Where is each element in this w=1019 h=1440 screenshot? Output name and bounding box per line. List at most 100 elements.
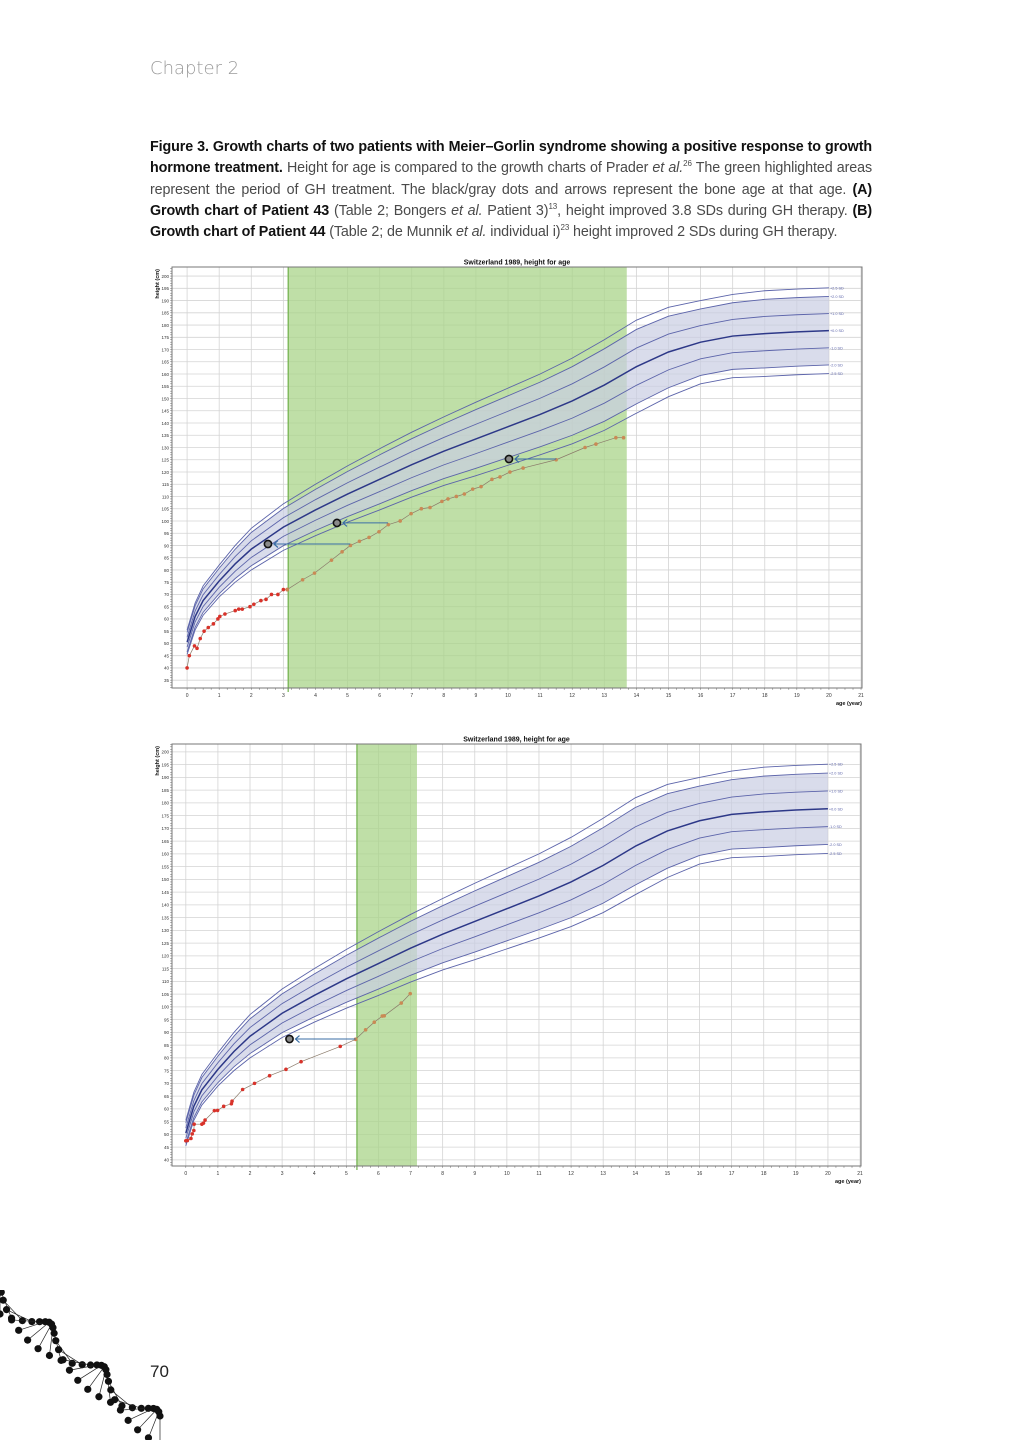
chart-title: Switzerland 1989, height for age [464,260,571,267]
pre-treatment-point [221,1104,226,1109]
y-tick-label: 195 [161,762,169,767]
sd-curve-label: -2.5 SD [829,852,842,856]
plot-frame [171,743,862,1167]
dna-node [49,1324,57,1332]
dna-node [84,1385,92,1393]
dna-rung [2,1299,23,1321]
pre-treatment-point [276,592,280,597]
caption-text: Height for age is compared to the growth… [282,160,653,177]
y-axis-label: height (cm) [155,746,161,776]
y-tick-label: 125 [161,941,169,946]
dna-node [0,1290,5,1296]
y-tick-label: 80 [164,1056,170,1061]
y-tick-label: 55 [164,1119,170,1124]
y-tick-label: 70 [164,1081,170,1086]
x-tick-label: 19 [793,1171,799,1177]
caption-italic: et al. [455,224,487,241]
y-tick-label: 75 [164,1068,170,1073]
x-tick-label: 8 [441,1171,444,1177]
caption-text: (Table 2; Bongers [329,202,452,219]
x-tick-label: 10 [505,693,511,699]
y-tick-label: 155 [161,864,169,869]
arrowhead-icon [273,540,279,548]
dna-node [54,1346,63,1354]
y-tick-label: 90 [164,543,170,548]
x-tick-label: 2 [250,693,253,699]
y-tick-label: 115 [162,482,170,487]
x-tick-label: 11 [536,1171,541,1177]
x-tick-label: 13 [600,1171,606,1177]
sd-curve-label: -2.0 SD [830,363,843,367]
x-tick-label: 6 [378,693,381,699]
y-tick-label: 85 [164,556,170,561]
caption-reference: 23 [560,223,570,233]
dna-node [124,1416,132,1424]
y-tick-label: 50 [164,1132,170,1137]
y-tick-label: 105 [161,507,169,512]
chart-title: Switzerland 1989, height for age [463,737,570,744]
treatment-point [300,577,305,582]
dna-node [111,1396,119,1404]
y-tick-label: 150 [161,877,169,882]
x-tick-label: 3 [281,1171,284,1177]
pre-treatment-point [230,1099,234,1104]
caption-text: height improved 2 SDs during GH therapy. [569,224,838,241]
x-tick-label: 5 [346,693,349,699]
page-number: 70 [150,1362,169,1381]
dna-node [144,1434,153,1440]
treatment-point [409,511,413,516]
y-tick-label: 165 [161,839,169,844]
arrowhead-icon [514,455,520,463]
bone-age-marker [332,518,342,528]
y-tick-label: 145 [161,890,169,895]
y-tick-label: 95 [164,1017,170,1022]
x-tick-label: 7 [409,1171,412,1177]
y-tick-label: 145 [161,409,169,414]
pre-treatment-point [192,1122,196,1126]
pre-treatment-point [281,587,286,592]
sd-curve-label: -2.5 SD [830,372,843,376]
x-tick-label: 8 [442,693,445,699]
x-tick-label: 4 [313,1171,316,1177]
treatment-point [446,497,450,501]
dna-node [28,1317,36,1326]
treatment-point [508,470,512,474]
pre-treatment-point [218,614,222,619]
x-tick-label: 20 [826,693,832,699]
treatment-point [348,543,353,548]
pre-treatment-point [233,608,238,613]
dna-node [65,1366,74,1374]
sd-band [187,296,829,652]
dna-node [15,1326,23,1334]
growth-chart-b: 4045505560657075808590951001051101151201… [155,737,863,1186]
pre-treatment-point [201,1121,206,1125]
dna-rung [110,1389,133,1408]
y-tick-label: 80 [164,568,170,573]
caption-text: The green highlighted areas represent th… [150,160,872,198]
pre-treatment-point [195,646,199,651]
dna-node [8,1316,16,1324]
pre-treatment-point [192,1128,196,1133]
sd-curve [186,373,829,655]
sd-curve [185,826,828,1139]
y-tick-label: 85 [164,1043,170,1048]
y-tick-label: 140 [161,421,169,426]
y-tick-label: 110 [162,979,170,984]
sd-curve [186,313,829,638]
treatment-point [462,492,467,496]
dna-rung [6,1309,33,1322]
y-tick-label: 180 [161,323,169,328]
pre-treatment-point [216,617,220,621]
y-tick-label: 130 [161,445,169,450]
y-tick-label: 125 [161,458,169,463]
y-tick-label: 150 [161,396,169,401]
x-axis-label: age (year) [836,701,862,707]
y-tick-label: 185 [161,788,169,793]
bone-age-marker [285,1034,294,1044]
y-tick-label: 35 [164,678,170,683]
x-tick-label: 0 [186,693,189,699]
y-tick-label: 200 [161,274,169,279]
x-tick-label: 9 [475,693,478,699]
dna-rung [27,1322,50,1341]
dna-rung [55,1340,73,1364]
